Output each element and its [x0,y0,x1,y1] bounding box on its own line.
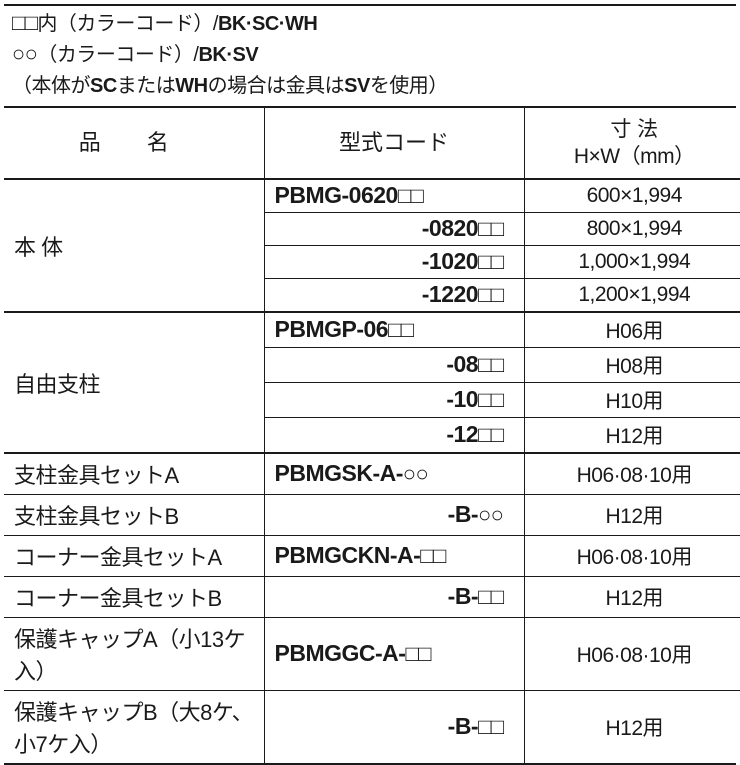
square-suffix-icon [478,424,503,449]
product-name: コーナー金具セットB [4,577,264,618]
square-suffix-icon [405,643,430,668]
model-code: -12 [264,418,524,454]
table-row: 本 体PBMG-0620600×1,994 [4,179,740,213]
header-dim-label: 寸 法 [610,118,658,141]
note3e: の場合は金具は [208,75,345,97]
square-placeholder [12,12,37,37]
product-name: 本 体 [4,179,264,312]
code-text: PBMGP-06 [275,316,389,342]
note3c: または [117,75,176,97]
note-line-3: （本体がSCまたはWHの場合は金具はSVを使用） [12,72,728,100]
dimension-value: H12用 [524,495,740,536]
dimension-value: H06·08·10用 [524,536,740,577]
square-suffix-icon [398,185,423,210]
code-text: -1020 [422,248,478,274]
circle-suffix-icon [403,463,428,488]
model-code: -B- [264,495,524,536]
code-text: -1220 [422,281,478,307]
model-code: PBMGSK-A- [264,453,524,495]
header-dim-unit: H×W（mm） [574,145,695,168]
product-name: 保護キャップB（大8ケ、小7ケ入） [4,691,264,764]
product-name: 支柱金具セットA [4,453,264,495]
code-text: -B- [448,501,478,527]
code-text: PBMG-0620 [275,182,398,208]
circle-placeholder [12,43,37,68]
model-code: -10 [264,383,524,418]
header-dimensions: 寸 法 H×W（mm） [524,108,740,180]
table-row: 保護キャップB（大8ケ、小7ケ入） -B- H12用 [4,691,740,764]
square-suffix-icon [478,389,503,414]
note3a: （本体が [12,75,90,97]
model-code: -1220 [264,279,524,313]
model-code: -B- [264,691,524,764]
square-suffix-icon [478,218,503,243]
product-name: 支柱金具セットB [4,495,264,536]
table-row: コーナー金具セットA PBMGCKN-A- H06·08·10用 [4,536,740,577]
circle-suffix-icon [478,504,503,529]
table-row: コーナー金具セットB -B- H12用 [4,577,740,618]
note1-codes: BK·SC·WH [218,13,317,35]
model-code: -1020 [264,246,524,279]
dimension-value: 800×1,994 [524,213,740,246]
product-spec-container: 内（カラーコード）/BK·SC·WH （カラーコード）/BK·SV （本体がSC… [4,4,736,765]
table-body: 本 体 PBMG-0620 600×1,994 -0820 800×1,994 -1020… [4,179,740,763]
dimension-value: H12用 [524,418,740,454]
code-text: -08 [446,351,478,377]
model-code: -0820 [264,213,524,246]
model-code: -B- [264,577,524,618]
dimension-value: 1,000×1,994 [524,246,740,279]
header-code: 型式コード [264,108,524,180]
code-text: -0820 [422,215,478,241]
note3d: WH [175,75,207,97]
dimension-value: H08用 [524,348,740,383]
note2-codes: BK·SV [198,44,258,66]
model-code: -08 [264,348,524,383]
square-suffix-icon [478,251,503,276]
note-line-2: （カラーコード）/BK·SV [12,41,728,72]
code-text: PBMGSK-A- [275,460,403,486]
header-row: 品 名 型式コード 寸 法 H×W（mm） [4,108,740,180]
square-suffix-icon [388,319,413,344]
code-text: -B- [448,713,478,739]
square-suffix-icon [478,354,503,379]
dimension-value: H12用 [524,691,740,764]
dimension-value: H10用 [524,383,740,418]
square-suffix-icon [420,545,445,570]
dimension-value: H06·08·10用 [524,618,740,691]
dimension-value: 600×1,994 [524,179,740,213]
square-suffix-icon [478,284,503,309]
product-name: コーナー金具セットA [4,536,264,577]
note-line-1: 内（カラーコード）/BK·SC·WH [12,10,728,41]
product-name: 自由支柱 [4,312,264,453]
table-row: 保護キャップA（小13ケ入） PBMGGC-A- H06·08·10用 [4,618,740,691]
model-code: PBMG-0620 [264,179,524,213]
dimension-value: H06用 [524,312,740,348]
note3b: SC [90,75,117,97]
code-text: -12 [446,421,478,447]
code-text: -B- [448,583,478,609]
header-name: 品 名 [4,108,264,180]
code-text: PBMGGC-A- [275,640,406,666]
model-code: PBMGGC-A- [264,618,524,691]
dimension-value: 1,200×1,994 [524,279,740,313]
code-text: -10 [446,386,478,412]
square-suffix-icon [478,716,503,741]
square-suffix-icon [478,586,503,611]
note3g: を使用） [370,75,448,97]
model-code: PBMGCKN-A- [264,536,524,577]
table-row: 支柱金具セットA PBMGSK-A- H06·08·10用 [4,453,740,495]
model-code: PBMGP-06 [264,312,524,348]
table-row: 支柱金具セットB -B- H12用 [4,495,740,536]
note2-prefix: （カラーコード）/ [37,44,198,66]
note3f: SV [344,75,370,97]
table-row: 自由支柱PBMGP-06H06用 [4,312,740,348]
dimension-value: H06·08·10用 [524,453,740,495]
note1-prefix: 内（カラーコード）/ [37,13,218,35]
spec-table: 品 名 型式コード 寸 法 H×W（mm） 本 体 PBMG-0620 600×1,… [4,108,740,764]
dimension-value: H12用 [524,577,740,618]
product-name: 保護キャップA（小13ケ入） [4,618,264,691]
notes-section: 内（カラーコード）/BK·SC·WH （カラーコード）/BK·SV （本体がSC… [4,6,736,108]
code-text: PBMGCKN-A- [275,542,421,568]
